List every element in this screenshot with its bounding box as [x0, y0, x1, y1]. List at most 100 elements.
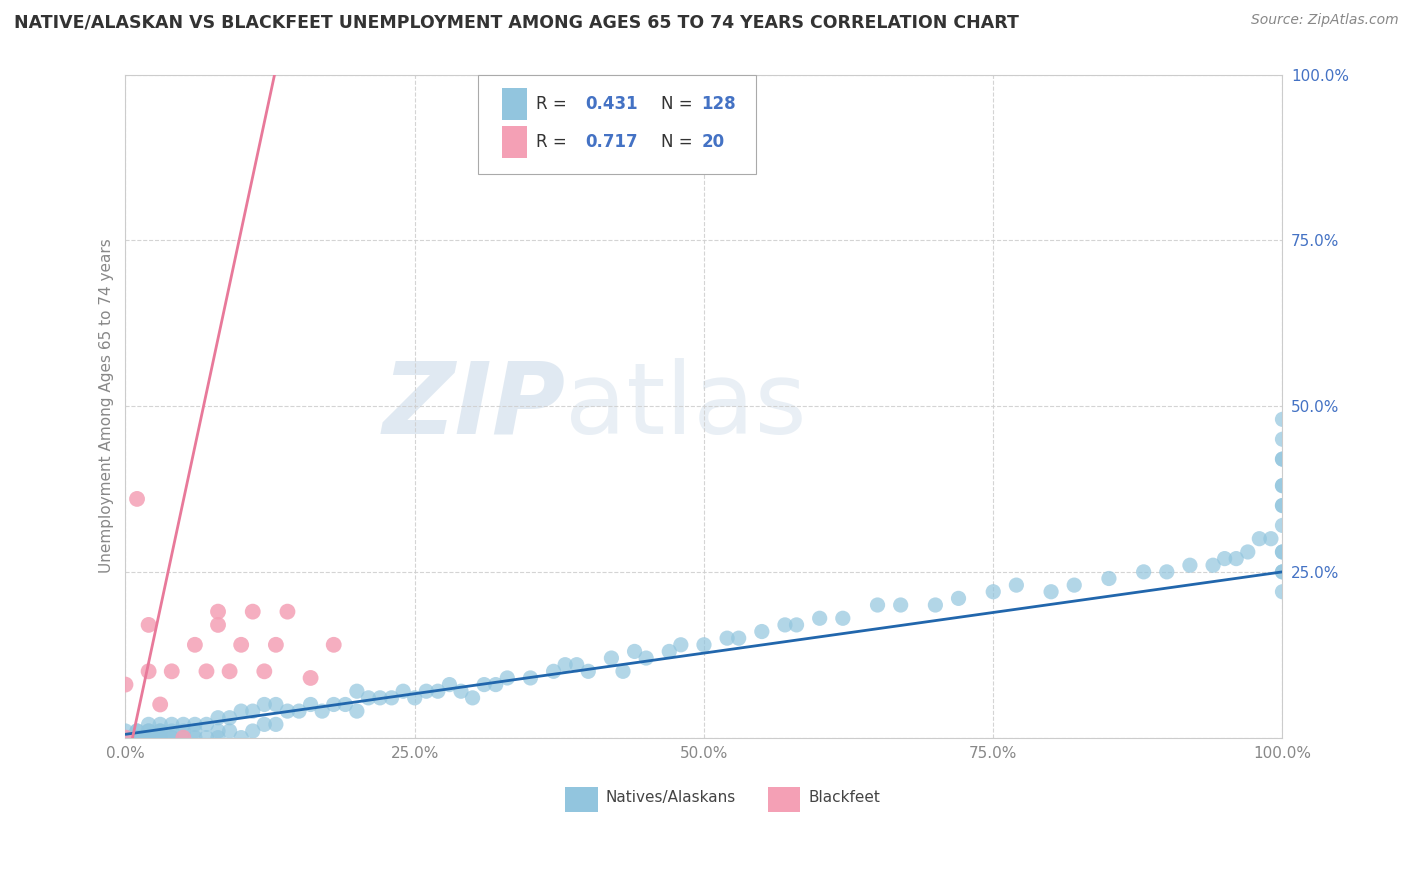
Point: [184, 638, 207, 652]
Point: [264, 698, 287, 712]
Text: 0.431: 0.431: [585, 95, 637, 113]
Point: [218, 665, 240, 679]
Point: [149, 717, 172, 731]
Point: [125, 731, 148, 745]
Point: [773, 618, 796, 632]
Point: [172, 731, 194, 745]
Point: [114, 731, 136, 745]
Point: [311, 704, 333, 718]
FancyBboxPatch shape: [502, 88, 527, 120]
Point: [242, 605, 264, 619]
FancyBboxPatch shape: [502, 127, 527, 158]
Point: [160, 731, 183, 745]
Point: [576, 665, 599, 679]
Point: [114, 731, 136, 745]
Point: [1271, 545, 1294, 559]
Point: [253, 665, 276, 679]
Point: [149, 731, 172, 745]
Text: R =: R =: [536, 133, 572, 151]
Point: [1271, 565, 1294, 579]
Point: [565, 657, 588, 672]
Point: [207, 731, 229, 745]
Point: [831, 611, 853, 625]
Point: [636, 651, 658, 665]
Point: [426, 684, 449, 698]
Text: Blackfeet: Blackfeet: [808, 789, 880, 805]
Point: [1271, 478, 1294, 492]
Point: [114, 731, 136, 745]
Point: [218, 724, 240, 739]
Point: [195, 717, 218, 731]
Text: ZIP: ZIP: [382, 358, 565, 455]
Point: [207, 605, 229, 619]
Point: [346, 684, 368, 698]
Point: [125, 491, 148, 506]
Point: [242, 704, 264, 718]
Point: [1236, 545, 1258, 559]
Point: [231, 704, 253, 718]
Point: [727, 631, 749, 645]
Point: [114, 724, 136, 739]
Point: [195, 731, 218, 745]
Point: [195, 665, 218, 679]
Point: [184, 731, 207, 745]
Point: [114, 731, 136, 745]
Point: [172, 724, 194, 739]
Point: [1271, 412, 1294, 426]
Point: [114, 731, 136, 745]
Point: [322, 698, 344, 712]
Point: [1040, 584, 1063, 599]
Point: [138, 618, 160, 632]
Point: [1271, 478, 1294, 492]
Point: [600, 651, 623, 665]
Point: [114, 731, 136, 745]
FancyBboxPatch shape: [768, 787, 800, 812]
Point: [231, 638, 253, 652]
Point: [172, 717, 194, 731]
Point: [751, 624, 773, 639]
Point: [184, 724, 207, 739]
FancyBboxPatch shape: [565, 787, 598, 812]
Point: [1260, 532, 1282, 546]
Point: [335, 698, 357, 712]
Point: [450, 684, 472, 698]
Point: [496, 671, 519, 685]
Point: [138, 731, 160, 745]
Point: [276, 605, 298, 619]
Text: atlas: atlas: [565, 358, 807, 455]
Point: [1225, 551, 1247, 566]
Point: [125, 731, 148, 745]
Point: [472, 677, 495, 691]
Point: [461, 690, 484, 705]
Point: [554, 657, 576, 672]
Text: NATIVE/ALASKAN VS BLACKFEET UNEMPLOYMENT AMONG AGES 65 TO 74 YEARS CORRELATION C: NATIVE/ALASKAN VS BLACKFEET UNEMPLOYMENT…: [14, 13, 1019, 31]
Point: [114, 731, 136, 745]
Point: [253, 698, 276, 712]
Point: [231, 731, 253, 745]
Point: [172, 731, 194, 745]
Point: [125, 731, 148, 745]
Point: [612, 665, 634, 679]
Point: [138, 731, 160, 745]
Point: [786, 618, 808, 632]
Point: [658, 644, 681, 658]
Point: [149, 724, 172, 739]
Point: [981, 584, 1004, 599]
Point: [114, 731, 136, 745]
Point: [149, 698, 172, 712]
Y-axis label: Unemployment Among Ages 65 to 74 years: Unemployment Among Ages 65 to 74 years: [100, 239, 114, 574]
Point: [114, 731, 136, 745]
Point: [138, 665, 160, 679]
Point: [264, 638, 287, 652]
Point: [1156, 565, 1178, 579]
Point: [160, 665, 183, 679]
Point: [207, 618, 229, 632]
Point: [114, 677, 136, 691]
Point: [1178, 558, 1201, 573]
Point: [716, 631, 738, 645]
Point: [114, 731, 136, 745]
Point: [1005, 578, 1028, 592]
Point: [415, 684, 437, 698]
Point: [1271, 452, 1294, 467]
Point: [1271, 545, 1294, 559]
